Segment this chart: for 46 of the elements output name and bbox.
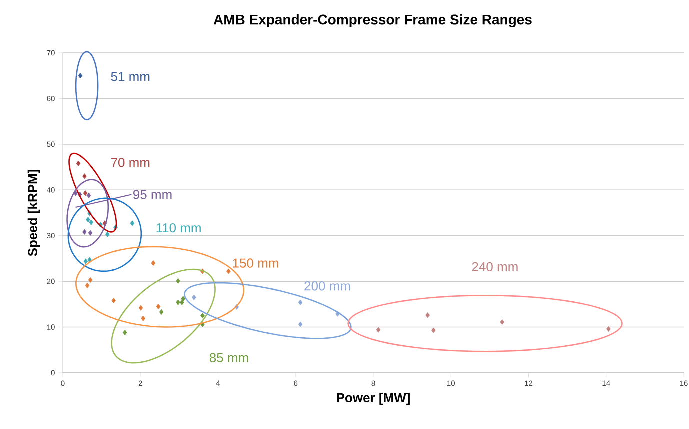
point bbox=[78, 73, 83, 79]
point bbox=[200, 313, 205, 319]
legend-label: 95 mm bbox=[134, 190, 172, 200]
point bbox=[74, 190, 78, 196]
text: 85 mm bbox=[210, 353, 248, 363]
point bbox=[138, 305, 144, 311]
point bbox=[130, 220, 135, 226]
point bbox=[105, 232, 110, 238]
point bbox=[82, 174, 87, 180]
point bbox=[151, 260, 156, 266]
point bbox=[85, 282, 90, 288]
point bbox=[298, 322, 303, 328]
point bbox=[82, 229, 87, 235]
point bbox=[156, 304, 161, 310]
y-axis-title: Speed [kRPM] bbox=[28, 170, 40, 256]
point bbox=[176, 278, 180, 284]
series-label: 110 mm bbox=[156, 223, 201, 233]
point bbox=[176, 300, 180, 306]
point bbox=[84, 258, 88, 264]
text: 70 mm bbox=[111, 158, 150, 168]
point bbox=[180, 300, 184, 306]
point bbox=[141, 316, 146, 322]
point bbox=[426, 312, 430, 318]
point bbox=[376, 327, 381, 333]
point bbox=[298, 300, 303, 306]
point bbox=[86, 192, 92, 198]
point bbox=[226, 268, 231, 274]
point bbox=[76, 160, 81, 166]
point bbox=[432, 328, 436, 334]
point bbox=[181, 296, 186, 302]
series-label: 200 mm bbox=[304, 282, 350, 291]
point bbox=[192, 294, 196, 300]
point bbox=[159, 309, 164, 315]
series-label: 150 mm bbox=[233, 258, 278, 268]
point bbox=[606, 326, 611, 332]
point bbox=[88, 230, 93, 236]
point bbox=[86, 217, 90, 223]
point bbox=[88, 277, 93, 283]
x-axis-title: Power [MW] bbox=[337, 392, 410, 406]
point bbox=[500, 319, 505, 326]
chart-title: AMB Expander-Compressor Frame Size Ranges bbox=[214, 14, 532, 28]
point bbox=[122, 330, 128, 336]
point bbox=[89, 220, 94, 226]
text: 51 mm bbox=[111, 72, 150, 82]
point bbox=[83, 190, 88, 196]
text: 240 mm bbox=[472, 262, 518, 272]
